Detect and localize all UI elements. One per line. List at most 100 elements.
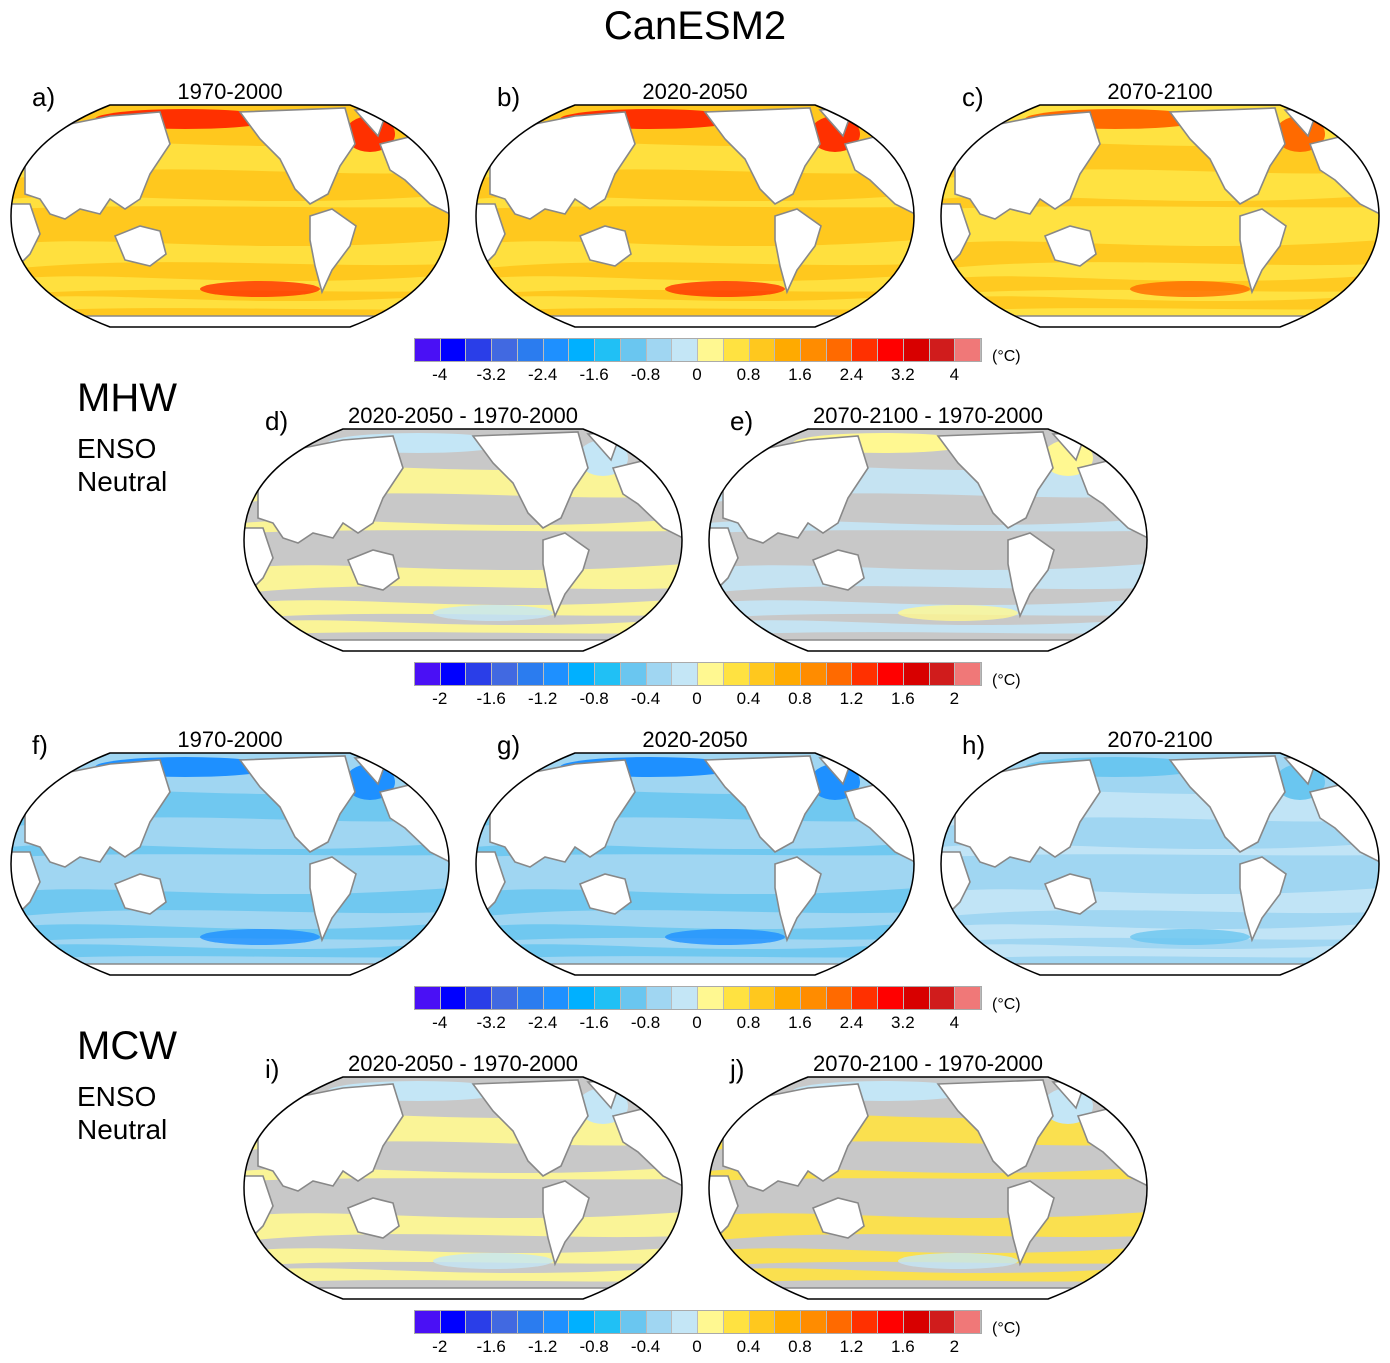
field-band <box>244 1267 682 1284</box>
colorbar-box <box>749 987 776 1009</box>
colorbar-box <box>878 339 904 361</box>
panel-title: 2070-2100 - 1970-2000 <box>813 1051 1043 1076</box>
colorbar-box <box>723 339 750 361</box>
land-mass <box>244 639 682 651</box>
land-mass <box>1007 1180 1055 1267</box>
colorbar-box <box>492 987 518 1009</box>
colorbar-tick-label: -0.8 <box>579 1337 609 1356</box>
panel-title: 1970-2000 <box>177 79 283 104</box>
colorbar-box <box>595 663 621 685</box>
colorbar-box <box>620 1311 647 1333</box>
land-mass <box>476 315 914 327</box>
colorbar-box <box>929 339 956 361</box>
field-patch <box>665 929 785 945</box>
map-frame <box>10 752 450 976</box>
land-mass <box>1168 107 1286 205</box>
colorbar-box <box>903 339 930 361</box>
panel-title: 2020-2050 - 1970-2000 <box>348 403 578 428</box>
panel-label: h) <box>962 730 986 760</box>
land-mass <box>471 431 589 529</box>
field-band <box>11 943 449 960</box>
colorbar-box <box>646 987 673 1009</box>
colorbar-box <box>620 663 647 685</box>
land-mass <box>113 225 167 267</box>
colorbar-box <box>620 339 647 361</box>
colorbar-box <box>569 339 596 361</box>
colorbar-box <box>955 663 982 685</box>
colorbar-box <box>517 987 544 1009</box>
land-mass <box>11 315 449 327</box>
colorbar-box <box>749 339 776 361</box>
colorbar-tick-label: 4 <box>949 365 960 384</box>
panel-label: c) <box>962 82 984 112</box>
panel-label: d) <box>265 406 289 436</box>
map-panel <box>940 752 1380 976</box>
colorbar-tick-label: 0.8 <box>788 1337 812 1356</box>
map-panel <box>940 104 1380 328</box>
colorbar-tick-label: -2.4 <box>527 365 558 384</box>
colorbar <box>414 338 982 362</box>
section-title-mhw: MHW <box>77 376 177 420</box>
panel-title: 2020-2050 - 1970-2000 <box>348 1051 578 1076</box>
colorbar-box <box>775 339 802 361</box>
colorbar-box <box>517 1311 544 1333</box>
colorbar-box <box>801 1311 827 1333</box>
land-mass <box>703 107 821 205</box>
colorbar-tick-label: -2 <box>432 689 448 708</box>
colorbar-box <box>929 1311 956 1333</box>
colorbar-box <box>543 1311 570 1333</box>
colorbar-box <box>903 1311 930 1333</box>
colorbar-box <box>466 1311 493 1333</box>
colorbar-box <box>543 339 570 361</box>
field-patch <box>433 1253 553 1269</box>
colorbar-box <box>672 1311 699 1333</box>
colorbar-box <box>723 1311 750 1333</box>
colorbar-tick-label: -0.4 <box>630 1337 661 1356</box>
colorbar-box <box>903 663 930 685</box>
colorbar-box <box>466 339 493 361</box>
land-mass <box>709 639 1147 651</box>
land-mass <box>257 435 404 544</box>
field-band <box>709 619 1147 636</box>
map-frame <box>708 428 1148 652</box>
colorbar-tick-label: 1.6 <box>891 689 915 708</box>
map-frame <box>475 104 915 328</box>
colorbar-box <box>826 1311 853 1333</box>
colorbar-tick-label: -1.2 <box>527 689 558 708</box>
map-frame <box>243 1076 683 1300</box>
land-mass <box>774 208 822 295</box>
map-panel <box>475 104 915 328</box>
field-patch <box>898 605 1018 621</box>
colorbar-box <box>801 339 827 361</box>
field-band <box>244 619 682 636</box>
colorbar-box <box>517 663 544 685</box>
colorbar-tick-label: 1.6 <box>788 365 812 384</box>
colorbar-unit: (°C) <box>992 348 1021 365</box>
land-mass <box>941 315 1379 327</box>
land-mass <box>811 1197 865 1239</box>
colorbar-box <box>749 1311 776 1333</box>
colorbar-box <box>492 663 518 685</box>
colorbar-box <box>903 987 930 1009</box>
colorbar-tick-label: -0.8 <box>579 689 609 708</box>
land-mass <box>489 111 636 220</box>
land-mass <box>578 225 632 267</box>
colorbar-box <box>698 663 724 685</box>
panel-title: 2070-2100 <box>1107 727 1213 752</box>
colorbar-box <box>801 663 827 685</box>
panel-title: 2020-2050 <box>642 727 748 752</box>
colorbar-tick-label: -0.4 <box>630 689 661 708</box>
land-mass <box>774 856 822 943</box>
panel-label: b) <box>497 82 521 112</box>
colorbar-tick-label: 1.2 <box>839 689 864 708</box>
land-mass <box>542 1180 590 1267</box>
colorbar-tick-label: -3.2 <box>476 1013 506 1032</box>
colorbar-box <box>466 987 493 1009</box>
colorbar-box <box>955 1311 982 1333</box>
colorbar-tick-label: -1.2 <box>527 1337 558 1356</box>
colorbar-box <box>878 987 904 1009</box>
colorbar-box <box>646 1311 673 1333</box>
colorbar-tick-label: 0 <box>692 689 702 708</box>
colorbar-box <box>569 987 596 1009</box>
figure-title: CanESM2 <box>603 4 787 48</box>
